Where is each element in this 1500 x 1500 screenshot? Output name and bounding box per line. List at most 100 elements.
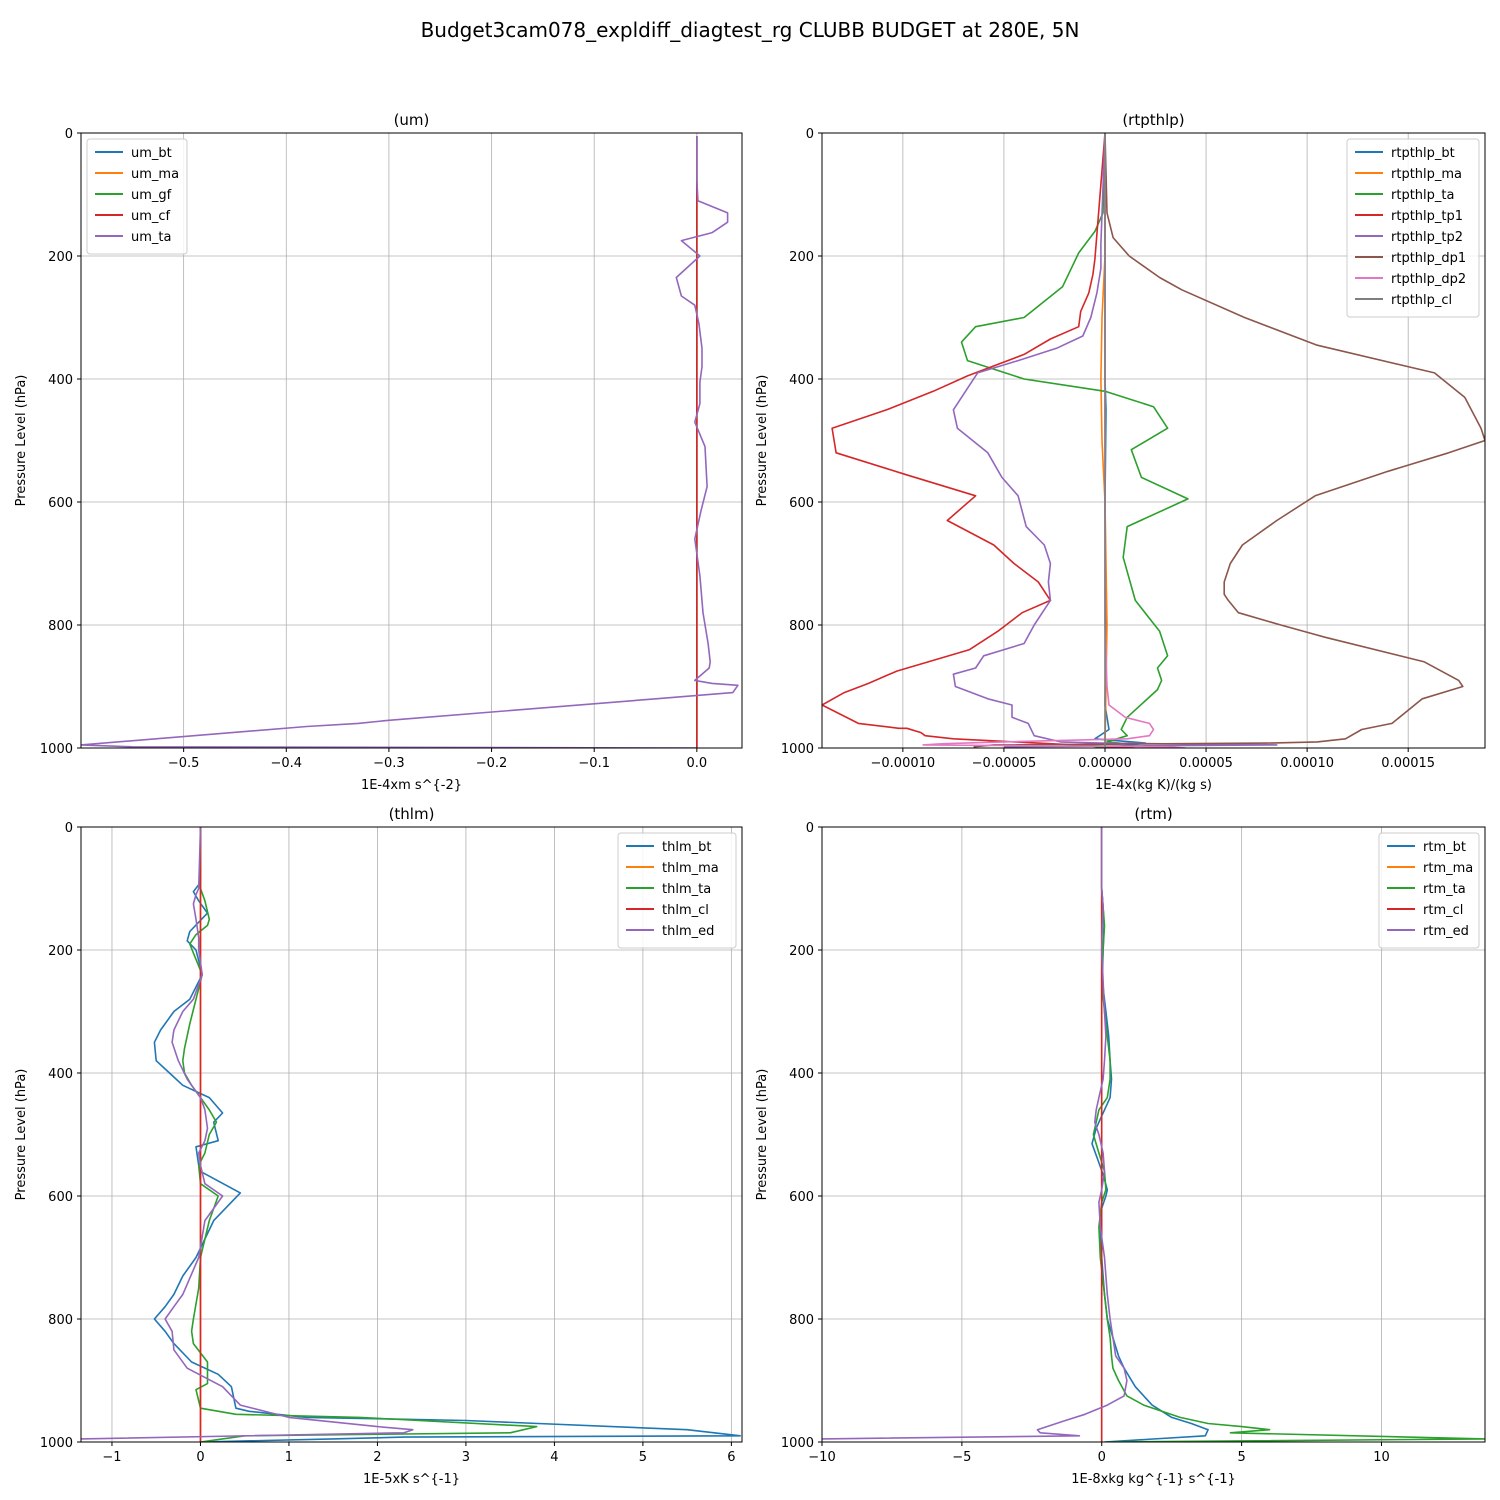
plot-frame (821, 132, 1486, 749)
x-axis-label: 1E-4xm s^{-2} (361, 778, 462, 793)
legend-label: um_gf (131, 188, 172, 203)
legend-label: rtm_cl (1423, 903, 1463, 918)
series-line-rtpthlp_dp2 (922, 133, 1186, 748)
legend-label: thlm_ed (662, 924, 714, 939)
y-tick-label: 1000 (40, 1436, 73, 1451)
legend-label: thlm_ma (662, 861, 719, 876)
x-tick-label: −0.5 (168, 756, 200, 771)
y-tick-label: 800 (48, 1313, 73, 1328)
legend: rtpthlp_bt rtpthlp_ma rtpthlp_ta rtpthlp_tp… (1346, 138, 1480, 318)
y-tick-label: 0 (65, 821, 73, 836)
series-line-rtpthlp_tp2 (952, 133, 1278, 748)
x-tick-label: 3 (462, 1450, 470, 1465)
chart-panel-2: −0.00010 −0.00005 0.00000 0.00005 0.00010 0.0… (755, 111, 1486, 793)
legend-label: rtm_ed (1423, 924, 1469, 939)
y-tick-label: 400 (789, 373, 814, 388)
x-tick-label: 0.0 (686, 756, 707, 771)
x-tick-label: −1 (102, 1450, 121, 1465)
series-line-rtpthlp_ta (960, 133, 1189, 748)
x-tick-label: 1 (285, 1450, 293, 1465)
plot-frame (80, 132, 743, 749)
x-tick-label: 0.00015 (1381, 756, 1435, 771)
legend: thlm_bt thlm_ma thlm_ta thlm_cl thlm_ed (617, 832, 737, 949)
x-tick-label: 4 (550, 1450, 558, 1465)
y-tick-label: 600 (48, 1190, 73, 1205)
x-tick-label: −0.1 (578, 756, 610, 771)
chart-panel-1: −0.5 −0.4 −0.3 −0.2 −0.1 0.0 0 200 400 600 800 1000… (14, 111, 743, 793)
legend-label: rtpthlp_tp2 (1391, 230, 1463, 245)
y-tick-label: 200 (789, 944, 814, 959)
y-tick-label: 200 (48, 944, 73, 959)
chart-panel-3: −1 0 1 2 3 4 5 6 0 200 400 600 800 1000 (thlm) 1E-5xK s… (14, 805, 743, 1487)
plot-frame (80, 826, 743, 1443)
y-tick-label: 800 (48, 619, 73, 634)
x-tick-label: 0.00010 (1280, 756, 1334, 771)
x-tick-label: −0.00010 (871, 756, 936, 771)
legend-label: rtpthlp_cl (1391, 293, 1452, 308)
panel-title: (thlm) (389, 805, 435, 823)
y-tick-label: 0 (806, 821, 814, 836)
series-line-thlm_ed (81, 827, 414, 1440)
legend: rtm_bt rtm_ma rtm_ta rtm_cl rtm_ed (1378, 832, 1480, 949)
series-line-rtm_bt (1091, 827, 1209, 1442)
y-tick-label: 600 (48, 496, 73, 511)
x-axis-label: 1E-8xkg kg^{-1} s^{-1} (1071, 1472, 1236, 1487)
panel-title: (rtpthlp) (1122, 111, 1184, 129)
y-tick-label: 1000 (781, 1436, 814, 1451)
x-tick-label: 2 (373, 1450, 381, 1465)
x-axis-label: 1E-5xK s^{-1} (363, 1472, 460, 1487)
y-tick-label: 200 (789, 250, 814, 265)
x-tick-label: 5 (1237, 1450, 1245, 1465)
y-axis-label: Pressure Level (hPa) (755, 1069, 770, 1201)
panel-title: (rtm) (1134, 805, 1172, 823)
x-tick-label: 0 (1098, 1450, 1106, 1465)
legend-label: thlm_ta (662, 882, 711, 897)
legend-label: rtpthlp_dp1 (1391, 251, 1466, 266)
panel-title: (um) (394, 111, 430, 129)
series-line-rtpthlp_tp1 (822, 133, 1136, 748)
x-tick-label: 0.00000 (1078, 756, 1132, 771)
legend-label: um_bt (131, 146, 172, 161)
y-tick-label: 0 (65, 127, 73, 142)
y-tick-label: 800 (789, 619, 814, 634)
legend-label: um_ma (131, 167, 179, 182)
y-axis-label: Pressure Level (hPa) (14, 1069, 29, 1201)
legend: um_bt um_ma um_gf um_cf um_ta (86, 138, 188, 255)
legend-label: rtm_ta (1423, 882, 1466, 897)
y-tick-label: 400 (789, 1067, 814, 1082)
x-tick-label: −0.2 (476, 756, 508, 771)
legend-label: rtm_ma (1423, 861, 1473, 876)
legend-label: um_ta (131, 230, 171, 245)
legend-label: thlm_cl (662, 903, 709, 918)
y-tick-label: 400 (48, 1067, 73, 1082)
series-line-thlm_ta (182, 827, 538, 1442)
legend-label: rtpthlp_ma (1391, 167, 1462, 182)
x-tick-label: −10 (808, 1450, 835, 1465)
series-line-rtm_ed (822, 827, 1128, 1440)
legend-box (617, 832, 737, 949)
legend-box (86, 138, 188, 255)
x-axis-label: 1E-4x(kg K)/(kg s) (1095, 778, 1212, 793)
y-axis-label: Pressure Level (hPa) (14, 375, 29, 507)
legend-label: rtpthlp_ta (1391, 188, 1454, 203)
plot-frame (821, 826, 1486, 1443)
y-tick-label: 400 (48, 373, 73, 388)
x-tick-label: −5 (952, 1450, 971, 1465)
x-tick-label: −0.4 (270, 756, 302, 771)
legend-label: rtpthlp_tp1 (1391, 209, 1463, 224)
y-tick-label: 200 (48, 250, 73, 265)
x-tick-label: 5 (639, 1450, 647, 1465)
legend-label: rtpthlp_dp2 (1391, 272, 1466, 287)
x-tick-label: −0.3 (373, 756, 405, 771)
x-tick-label: 0.00005 (1179, 756, 1233, 771)
chart-panel-4: −10 −5 0 5 10 0 200 400 600 800 1000 (rtm) 1E-8xkg k… (755, 805, 1486, 1487)
y-axis-label: Pressure Level (hPa) (755, 375, 770, 507)
x-tick-label: 6 (727, 1450, 735, 1465)
y-tick-label: 800 (789, 1313, 814, 1328)
x-tick-label: −0.00005 (972, 756, 1037, 771)
x-tick-label: 10 (1373, 1450, 1390, 1465)
legend-box (1378, 832, 1480, 949)
y-tick-label: 1000 (40, 742, 73, 757)
legend-label: rtm_bt (1423, 840, 1466, 855)
